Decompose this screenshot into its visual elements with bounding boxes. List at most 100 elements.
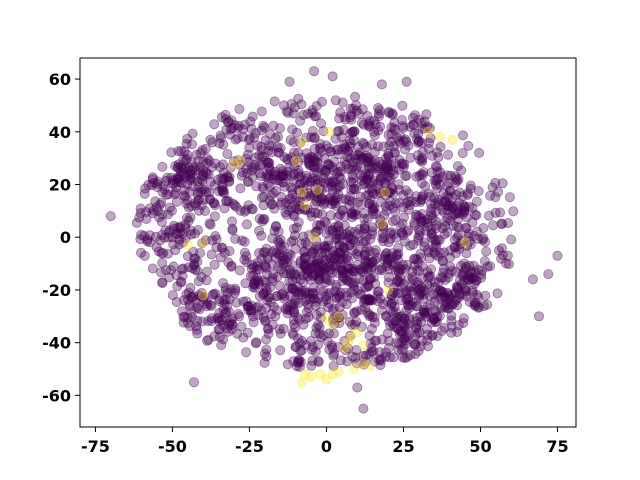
data-point-class-0: [300, 204, 311, 215]
data-point-class-1: [342, 337, 353, 348]
data-point-class-0: [226, 319, 237, 330]
data-point-class-0: [301, 170, 312, 181]
data-point-class-0: [379, 178, 390, 189]
data-point-class-0: [378, 221, 389, 232]
data-point-class-0: [444, 252, 455, 263]
data-point-class-0: [374, 105, 385, 116]
data-point-class-0: [357, 137, 368, 148]
data-point-class-0: [277, 251, 288, 262]
data-point-class-0: [464, 274, 475, 285]
data-point-class-0: [374, 354, 385, 365]
data-point-class-0: [226, 216, 237, 227]
data-point-class-0: [373, 165, 384, 176]
data-point-class-0: [361, 294, 372, 305]
data-point-class-0: [289, 319, 300, 330]
data-point-class-0: [363, 157, 374, 168]
data-point-class-0: [286, 236, 297, 247]
data-point-class-0: [344, 263, 355, 274]
data-point-class-0: [464, 236, 475, 247]
data-point-class-0: [308, 288, 319, 299]
data-point-class-0: [335, 258, 346, 269]
data-point-class-0: [347, 208, 358, 219]
data-point-class-0: [400, 263, 411, 274]
data-point-class-0: [435, 247, 446, 258]
data-point-class-0: [333, 125, 344, 136]
data-point-class-0: [249, 262, 260, 273]
data-point-class-0: [274, 237, 285, 248]
data-point-class-0: [311, 235, 322, 246]
data-point-class-0: [351, 345, 362, 356]
data-point-class-0: [428, 247, 439, 258]
data-point-class-0: [279, 241, 290, 252]
data-point-class-0: [234, 104, 245, 115]
data-point-class-0: [425, 191, 436, 202]
data-point-class-0: [175, 146, 186, 157]
data-point-class-0: [376, 79, 387, 90]
data-point-class-0: [289, 102, 300, 113]
data-point-class-0: [158, 180, 169, 191]
data-point-class-0: [473, 185, 484, 196]
data-point-class-0: [347, 278, 358, 289]
data-point-class-0: [295, 137, 306, 148]
data-point-class-0: [459, 275, 470, 286]
data-point-class-0: [301, 191, 312, 202]
data-point-class-0: [367, 295, 378, 306]
data-point-class-0: [261, 302, 272, 313]
data-point-class-0: [416, 195, 427, 206]
data-point-class-0: [267, 233, 278, 244]
data-point-class-0: [433, 194, 444, 205]
data-point-class-0: [343, 255, 354, 266]
data-point-class-0: [341, 228, 352, 239]
data-point-class-0: [331, 229, 342, 240]
data-point-class-0: [247, 204, 258, 215]
data-point-class-0: [335, 248, 346, 259]
data-point-class-0: [367, 183, 378, 194]
data-point-class-0: [275, 163, 286, 174]
data-point-class-0: [339, 273, 350, 284]
data-point-class-0: [248, 270, 259, 281]
data-point-class-0: [426, 232, 437, 243]
data-point-class-0: [253, 301, 264, 312]
data-point-class-0: [480, 290, 491, 301]
data-point-class-0: [362, 262, 373, 273]
data-point-class-0: [325, 264, 336, 275]
data-point-class-0: [460, 284, 471, 295]
data-point-class-0: [264, 181, 275, 192]
data-point-class-0: [201, 275, 212, 286]
data-point-class-0: [425, 299, 436, 310]
data-point-class-0: [370, 278, 381, 289]
data-point-class-0: [251, 272, 262, 283]
data-point-class-0: [364, 273, 375, 284]
data-point-class-0: [478, 233, 489, 244]
data-point-class-0: [323, 265, 334, 276]
data-point-class-0: [246, 203, 257, 214]
data-point-class-0: [348, 126, 359, 137]
data-point-class-0: [277, 288, 288, 299]
data-point-class-0: [337, 97, 348, 108]
data-point-class-1: [321, 313, 332, 324]
data-point-class-0: [315, 142, 326, 153]
data-point-class-0: [331, 292, 342, 303]
data-point-class-0: [397, 230, 408, 241]
data-point-class-0: [233, 308, 244, 319]
data-point-class-0: [218, 295, 229, 306]
data-point-class-0: [330, 133, 341, 144]
data-point-class-0: [325, 160, 336, 171]
data-point-class-0: [451, 281, 462, 292]
data-point-class-0: [382, 258, 393, 269]
data-point-class-0: [293, 217, 304, 228]
data-point-class-0: [375, 359, 386, 370]
data-point-class-0: [457, 130, 468, 141]
data-point-class-0: [391, 232, 402, 243]
data-point-class-0: [414, 170, 425, 181]
data-point-class-0: [330, 250, 341, 261]
data-point-class-0: [147, 208, 158, 219]
data-point-class-0: [277, 255, 288, 266]
data-point-class-0: [443, 268, 454, 279]
data-point-class-0: [192, 315, 203, 326]
data-point-class-0: [348, 280, 359, 291]
data-point-class-0: [157, 161, 168, 172]
data-point-class-0: [243, 200, 254, 211]
data-point-class-0: [430, 215, 441, 226]
data-point-class-0: [344, 240, 355, 251]
